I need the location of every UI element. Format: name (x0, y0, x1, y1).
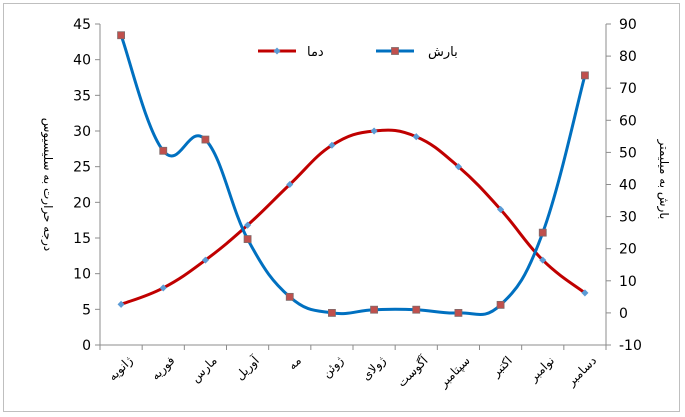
x-tick-label: مارس (188, 353, 220, 385)
y-left-tick-label: 5 (82, 302, 91, 318)
temperature-point (201, 256, 209, 264)
legend-precipitation-marker (391, 47, 399, 55)
y-right-tick-label: 50 (619, 145, 637, 161)
y-left-tick-label: 10 (73, 267, 91, 283)
temperature-point (328, 141, 336, 149)
y-right-tick-label: 20 (619, 242, 637, 258)
precipitation-point (117, 31, 125, 40)
precipitation-point (496, 300, 505, 309)
y-left-tick-label: 0 (82, 338, 91, 354)
x-tick-label: سپتامبر (436, 353, 474, 391)
precipitation-point (454, 308, 463, 317)
x-tick-label: مه (285, 353, 304, 372)
x-tick-label: آوریل (232, 352, 263, 383)
y-right-tick-label: 30 (619, 210, 637, 226)
precipitation-point (243, 235, 252, 243)
temperature-point (412, 133, 420, 141)
precipitation-point (328, 308, 336, 317)
y-axis-left-title: درجه حرارت به سلیسیوس (40, 118, 55, 252)
temperature-point (159, 284, 167, 292)
x-tick-label: ژوئن (319, 353, 347, 381)
temperature-point (117, 300, 125, 308)
temperature-point (286, 180, 294, 189)
legend-temperature-marker (273, 47, 281, 55)
y-left-tick-label: 15 (73, 231, 91, 247)
x-tick-label: اکتبر (488, 353, 516, 381)
precipitation-point (581, 71, 589, 80)
temperature-point (454, 163, 462, 171)
chart-frame (3, 3, 680, 412)
temperature-point (370, 127, 378, 135)
y-right-tick-label: 80 (619, 49, 637, 65)
y-right-tick-label: 40 (619, 178, 637, 194)
y-left-tick-label: 40 (73, 53, 91, 69)
x-tick-label: نوامبر (526, 353, 558, 385)
y-left-tick-label: 25 (73, 160, 91, 176)
y-right-tick-label: 90 (619, 17, 637, 33)
y-right-tick-label: 60 (619, 113, 637, 129)
y-axis-right-title: بارش به میلیمتر (656, 139, 671, 220)
y-right-tick-label: 70 (619, 81, 637, 97)
temperature-point (497, 205, 505, 214)
temperature-point (581, 289, 589, 297)
precipitation-point (285, 292, 294, 301)
x-tick-label: ژانویه (105, 353, 136, 384)
y-right-tick-label: 0 (619, 306, 628, 322)
series-line-temperature (120, 128, 586, 306)
x-tick-label: آگوست (394, 352, 432, 390)
legend-temperature-label: دما (307, 45, 324, 60)
precipitation-point (538, 228, 547, 237)
temperature-point (539, 256, 547, 264)
temperature-point (244, 221, 252, 229)
y-right-tick-label: 10 (619, 274, 637, 290)
x-tick-label: فوریه (148, 353, 178, 383)
x-tick-label: ژولای (359, 353, 389, 383)
y-left-tick-label: 45 (73, 17, 91, 33)
legend-precipitation-label: بارش (428, 45, 458, 60)
precipitation-point (412, 305, 421, 314)
x-tick-label: دسامبر (563, 353, 600, 390)
y-right-tick-label: -10 (619, 338, 642, 354)
precipitation-point (370, 305, 378, 314)
precipitation-point (159, 146, 168, 155)
y-left-tick-label: 35 (73, 88, 91, 104)
precipitation-point (201, 135, 210, 144)
y-left-tick-label: 30 (73, 124, 91, 140)
y-left-tick-label: 20 (73, 195, 91, 211)
series-line-precipitation (119, 34, 587, 317)
